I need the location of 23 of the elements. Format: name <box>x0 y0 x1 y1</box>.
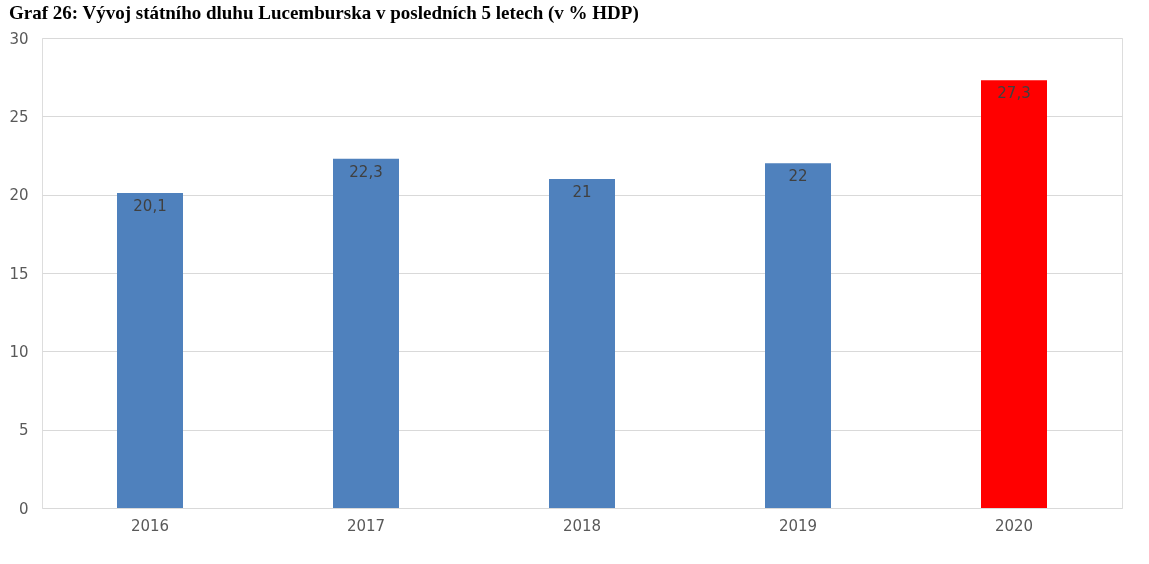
y-tick-label: 5 <box>18 421 29 440</box>
x-tick-label: 2016 <box>130 516 170 535</box>
bar <box>981 80 1047 508</box>
bar <box>765 163 831 508</box>
data-label: 21 <box>572 183 592 201</box>
bar <box>117 193 183 508</box>
x-tick-label: 2019 <box>778 516 818 535</box>
y-tick-label: 15 <box>9 264 29 283</box>
data-label: 20,1 <box>133 197 167 216</box>
y-tick-label: 0 <box>18 499 29 518</box>
y-tick-label: 20 <box>9 186 29 205</box>
x-tick-label: 2020 <box>994 516 1034 535</box>
x-tick-label: 2018 <box>562 516 602 535</box>
y-tick-label: 25 <box>9 107 29 126</box>
chart-title: Graf 26: Vývoj státního dluhu Lucemburska v posledních 5 letech (v % HDP) <box>8 2 639 24</box>
data-label: 22,3 <box>349 162 383 181</box>
data-label: 22 <box>788 167 808 186</box>
x-tick-label: 2017 <box>346 516 386 535</box>
y-tick-label: 30 <box>9 29 29 48</box>
bar <box>549 179 615 508</box>
y-tick-label: 10 <box>9 342 29 361</box>
data-label: 27,3 <box>997 84 1031 103</box>
bar <box>333 158 399 508</box>
